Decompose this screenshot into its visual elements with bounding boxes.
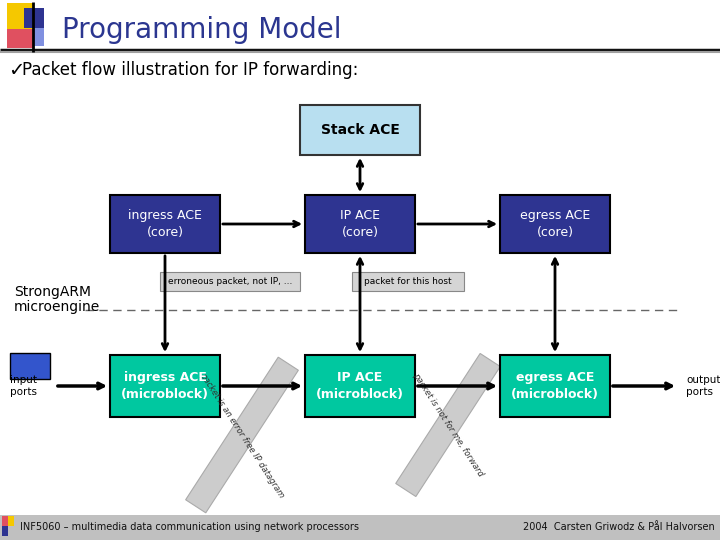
Text: IP ACE
(microblock): IP ACE (microblock) (316, 371, 404, 401)
Text: output
ports: output ports (686, 375, 720, 397)
Bar (0, 515, 720, 540)
Bar (305, 195, 415, 253)
Text: ingress ACE
(core): ingress ACE (core) (128, 209, 202, 239)
Text: ingress ACE
(microblock): ingress ACE (microblock) (121, 371, 209, 401)
Text: Packet flow illustration for IP forwarding:: Packet flow illustration for IP forwardi… (22, 61, 359, 79)
Bar (110, 355, 220, 417)
Text: input
ports: input ports (10, 375, 37, 397)
Bar (500, 355, 610, 417)
Bar (22, 24, 44, 46)
Bar (2, 526, 8, 536)
Bar (160, 272, 300, 291)
Bar (396, 354, 500, 497)
Text: packet is not for me, forward: packet is not for me, forward (411, 372, 485, 478)
Text: 2004  Carsten Griwodz & Pål Halvorsen: 2004 Carsten Griwodz & Pål Halvorsen (523, 522, 715, 532)
Bar (7, 22, 33, 48)
Bar (7, 3, 33, 29)
Text: packet for this host: packet for this host (364, 277, 452, 286)
Text: erroneous packet, not IP, ...: erroneous packet, not IP, ... (168, 277, 292, 286)
Text: Stack ACE: Stack ACE (320, 123, 400, 137)
Text: microengine: microengine (14, 300, 100, 314)
Bar (352, 272, 464, 291)
Text: StrongARM: StrongARM (14, 285, 91, 299)
Text: egress ACE
(microblock): egress ACE (microblock) (511, 371, 599, 401)
Bar (186, 357, 298, 513)
Bar (110, 195, 220, 253)
Bar (305, 355, 415, 417)
Text: ✓: ✓ (8, 60, 24, 79)
Text: egress ACE
(core): egress ACE (core) (520, 209, 590, 239)
Text: Programming Model: Programming Model (62, 16, 341, 44)
Bar (500, 195, 610, 253)
Text: IP ACE
(core): IP ACE (core) (340, 209, 380, 239)
Bar (2, 516, 8, 526)
Bar (10, 353, 50, 379)
Text: INF5060 – multimedia data communication using network processors: INF5060 – multimedia data communication … (20, 522, 359, 532)
Text: packet is an error free IP datagram: packet is an error free IP datagram (198, 371, 286, 499)
Bar (24, 8, 44, 28)
Bar (300, 105, 420, 155)
Bar (8, 516, 14, 526)
